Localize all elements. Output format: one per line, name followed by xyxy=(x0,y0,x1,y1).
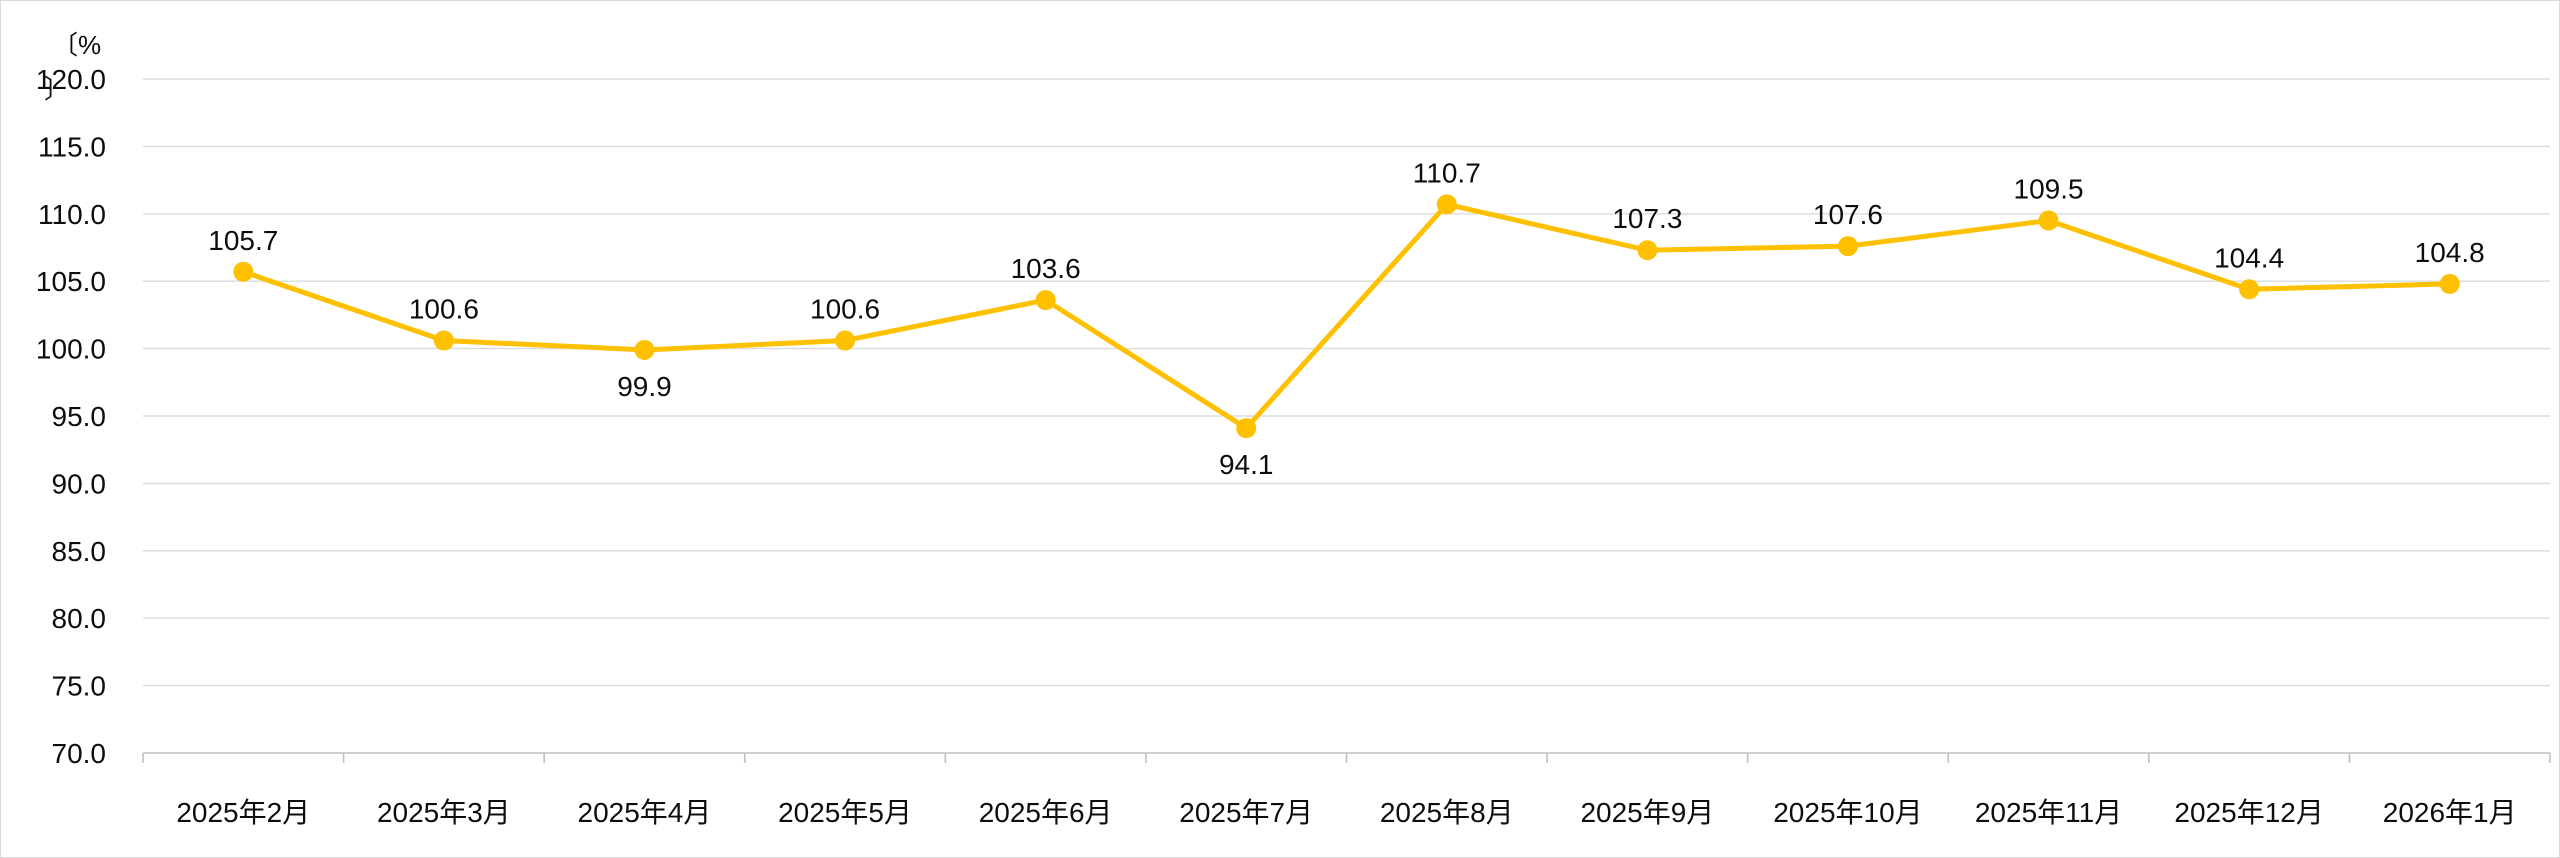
data-point-marker xyxy=(835,330,856,351)
x-axis-category-label: 2025年10月 xyxy=(1773,797,1922,828)
y-axis-tick-label: 105.0 xyxy=(36,266,106,297)
x-axis-category-label: 2026年1月 xyxy=(2383,797,2517,828)
data-label: 105.7 xyxy=(208,225,278,256)
x-axis-category-label: 2025年12月 xyxy=(2174,797,2323,828)
data-label: 99.9 xyxy=(617,371,672,402)
data-label: 100.6 xyxy=(810,294,880,325)
data-point-marker xyxy=(433,330,454,351)
x-axis-category-label: 2025年11月 xyxy=(1975,797,2122,828)
data-point-marker xyxy=(1637,240,1658,261)
data-point-marker xyxy=(233,261,254,282)
data-point-marker xyxy=(2239,279,2260,300)
x-axis-category-label: 2025年3月 xyxy=(377,797,511,828)
data-label: 107.6 xyxy=(1813,199,1883,230)
y-axis-tick-label: 110.0 xyxy=(38,199,106,230)
data-label: 104.4 xyxy=(2214,242,2284,273)
x-axis-category-label: 2025年7月 xyxy=(1179,797,1313,828)
data-label: 107.3 xyxy=(1612,203,1682,234)
y-axis-tick-label: 90.0 xyxy=(52,468,107,499)
data-point-marker xyxy=(1436,194,1457,215)
data-point-marker xyxy=(2439,273,2460,294)
x-axis-category-label: 2025年6月 xyxy=(979,797,1113,828)
y-axis-tick-label: 115.0 xyxy=(38,131,106,162)
data-label: 104.8 xyxy=(2415,237,2485,268)
y-axis-tick-label: 95.0 xyxy=(52,401,107,432)
data-label: 103.6 xyxy=(1011,253,1081,284)
data-label: 110.7 xyxy=(1413,157,1481,188)
y-axis-title-line2: 〕 xyxy=(44,74,70,104)
data-label: 94.1 xyxy=(1219,449,1274,480)
y-axis-tick-label: 80.0 xyxy=(52,603,107,634)
y-axis-tick-label: 85.0 xyxy=(52,536,107,567)
data-point-marker xyxy=(1837,236,1858,257)
y-axis-tick-label: 100.0 xyxy=(36,334,106,365)
x-axis-category-label: 2025年2月 xyxy=(176,797,310,828)
y-axis-tick-label: 120.0 xyxy=(36,64,106,95)
data-point-marker xyxy=(2038,210,2059,231)
data-point-marker xyxy=(1236,418,1257,439)
x-axis-category-label: 2025年5月 xyxy=(778,797,912,828)
y-axis-tick-label: 70.0 xyxy=(52,738,107,769)
y-axis-tick-label: 75.0 xyxy=(52,671,107,702)
x-axis-category-label: 2025年8月 xyxy=(1380,797,1514,828)
series-line xyxy=(240,201,2453,431)
data-point-marker xyxy=(1035,290,1056,311)
data-label: 109.5 xyxy=(2014,174,2084,205)
data-point-marker xyxy=(634,339,655,360)
y-axis-title-line1: 〔% xyxy=(52,30,101,60)
x-axis-category-label: 2025年4月 xyxy=(578,797,712,828)
data-label: 100.6 xyxy=(409,294,479,325)
x-axis-category-label: 2025年9月 xyxy=(1580,797,1714,828)
